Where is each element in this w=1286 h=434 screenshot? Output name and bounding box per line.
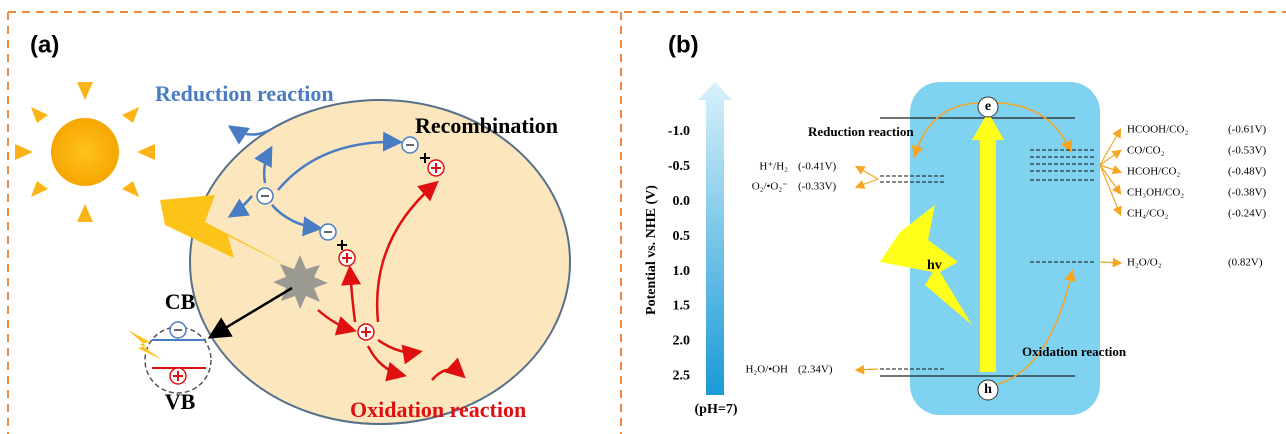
sun (15, 82, 155, 222)
oxidation-label: Oxidation reaction (350, 397, 526, 422)
panel-b: (b) Potential vs. NHE (V) (pH=7) hv e h … (644, 31, 1266, 417)
electron-label: e (985, 99, 991, 114)
cb-label: CB (165, 289, 196, 314)
axis-tick-label: 1.5 (673, 299, 691, 314)
reduction-label: Reduction reaction (155, 81, 334, 106)
couple-label: HCOH/CO₂ (1127, 166, 1181, 178)
level-arrow (857, 167, 878, 179)
axis-tick-label: -1.0 (668, 124, 690, 139)
axis-title: Potential vs. NHE (V) (644, 185, 659, 315)
potential-label: (-0.24V) (1228, 208, 1267, 220)
potential-label: (-0.41V) (798, 161, 837, 173)
potential-label: (-0.53V) (1228, 145, 1267, 157)
couple-label: O₂/•O₂⁻ (752, 181, 788, 193)
hv-label: hv (927, 258, 942, 273)
level-arrow (857, 369, 878, 370)
oxidation-label: Oxidation reaction (1022, 344, 1127, 359)
hole-label: h (984, 382, 992, 397)
level-arrow (1100, 130, 1120, 165)
couple-label: H₂O/•OH (745, 364, 788, 376)
potential-label: (-0.38V) (1228, 187, 1267, 199)
vb-label: VB (165, 389, 196, 414)
couple-label: CH₄/CO₂ (1127, 208, 1168, 220)
band-inset (128, 322, 211, 393)
axis-tick-label: -0.5 (668, 159, 690, 174)
panel-label: (a) (30, 31, 59, 58)
axis-tick-label: 1.0 (673, 264, 691, 279)
panel-a: (a) CB VB Reduction reaction Recombinati… (15, 31, 570, 424)
couple-label: H₂O/O₂ (1127, 257, 1162, 269)
potential-label: (2.34V) (798, 364, 833, 376)
level-arrow (1100, 262, 1120, 263)
potential-arrow (698, 82, 732, 395)
level-arrow (857, 179, 878, 187)
couple-label: H⁺/H₂ (759, 161, 788, 173)
potential-label: (-0.61V) (1228, 124, 1267, 136)
potential-label: (-0.33V) (798, 181, 837, 193)
couple-label: HCOOH/CO₂ (1127, 124, 1188, 136)
axis-tick-label: 2.5 (673, 369, 691, 384)
panel-label: (b) (668, 31, 699, 58)
recombination-label: Recombination (415, 113, 558, 138)
potential-label: (-0.48V) (1228, 166, 1267, 178)
axis-tick-label: 2.0 (673, 334, 691, 349)
particle (190, 100, 570, 424)
couple-label: CO/CO₂ (1127, 145, 1165, 157)
potential-label: (0.82V) (1228, 257, 1263, 269)
ph-label: (pH=7) (695, 402, 738, 417)
axis-tick-label: 0.0 (673, 194, 691, 209)
level-arrow (1100, 151, 1120, 165)
couple-label: CH₃OH/CO₂ (1127, 187, 1184, 199)
reduction-label: Reduction reaction (808, 124, 914, 139)
figure: (a) CB VB Reduction reaction Recombinati… (0, 0, 1286, 434)
axis-tick-label: 0.5 (673, 229, 691, 244)
